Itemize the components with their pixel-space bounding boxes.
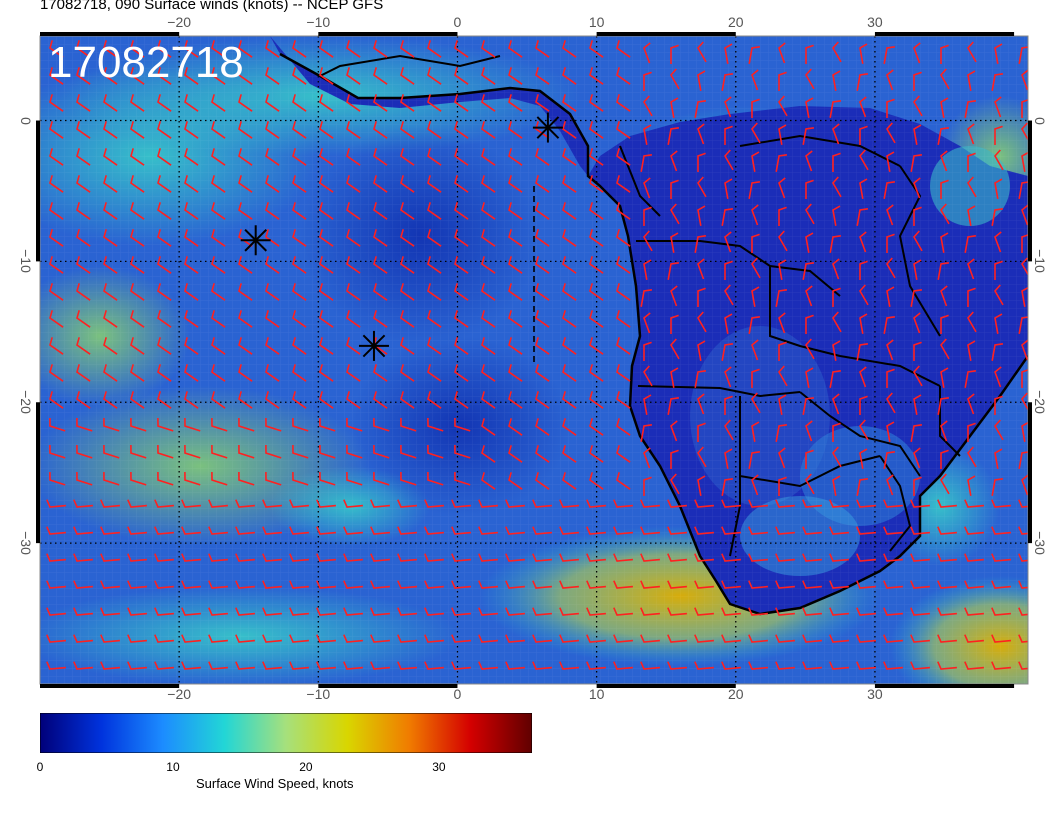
x-tick-bottom: 20	[727, 686, 744, 702]
storm-marker	[240, 225, 271, 256]
x-tick-top: 10	[588, 14, 605, 30]
x-tick-bottom: −20	[167, 686, 192, 702]
colorbar	[40, 713, 532, 753]
x-tick-top: 0	[453, 14, 462, 30]
wind-map	[40, 36, 1028, 684]
frame-tick-bar	[1028, 120, 1032, 262]
frame-tick-bar	[596, 684, 736, 688]
x-tick-bottom: 30	[867, 686, 883, 702]
map-title: 17082718, 090 Surface winds (knots) -- N…	[40, 0, 384, 13]
y-tick-left: 0	[18, 116, 34, 125]
colorbar-tick-label: 20	[299, 760, 313, 774]
storm-marker	[358, 330, 389, 361]
colorbar-tick-label: 10	[166, 760, 180, 774]
storm-marker	[532, 112, 563, 143]
x-tick-top: −10	[306, 14, 331, 30]
y-tick-right: −10	[1032, 249, 1048, 274]
x-tick-top: −20	[167, 14, 192, 30]
frame-tick-bar	[318, 684, 458, 688]
colorbar-title: Surface Wind Speed, knots	[196, 776, 354, 791]
y-tick-left: −30	[18, 531, 34, 555]
y-tick-right: −30	[1032, 531, 1048, 555]
x-tick-bottom: 0	[453, 686, 462, 702]
x-tick-top: 20	[727, 14, 744, 30]
x-tick-bottom: 10	[588, 686, 605, 702]
wind-map-canvas	[40, 36, 1028, 684]
x-tick-bottom: −10	[306, 686, 331, 702]
date-stamp: 17082718	[48, 38, 244, 87]
y-tick-right: 0	[1032, 116, 1048, 125]
colorbar-tick-label: 30	[432, 760, 446, 774]
frame-tick-bar	[874, 684, 1015, 688]
x-tick-top: 30	[867, 14, 883, 30]
frame-tick-bar	[1028, 402, 1032, 544]
y-tick-left: −20	[18, 390, 34, 415]
colorbar-tick-label: 0	[36, 760, 44, 774]
y-tick-right: −20	[1032, 390, 1048, 415]
y-tick-left: −10	[18, 249, 34, 274]
frame-tick-bar	[40, 684, 180, 688]
